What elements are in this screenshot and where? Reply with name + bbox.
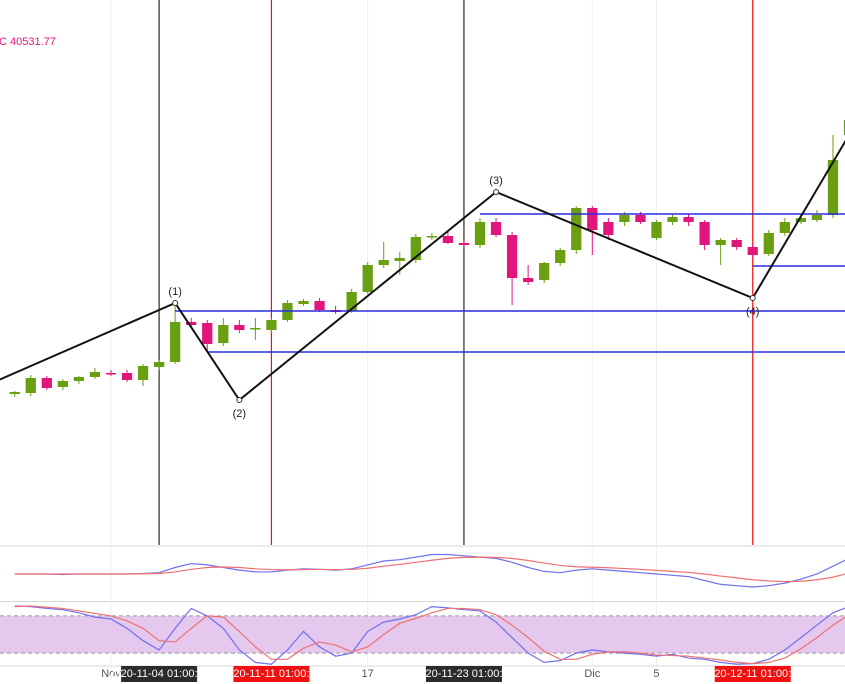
x-tick-label: Nov [101,668,121,680]
candle-body [362,265,373,292]
candle-body [795,218,807,222]
candle-body [747,247,758,255]
candle-body [314,301,325,310]
candle-body [73,377,85,381]
candle-body [667,217,678,222]
wave-point [749,295,756,301]
candle-body [153,362,165,367]
marker-label: 2020-11-04 01:00:00 [108,668,209,680]
candle-body [298,301,309,304]
candle-body [522,278,534,282]
indicator-line [14,605,845,665]
wave-point [172,300,179,306]
x-tick-label: Dic [584,668,600,680]
wave-label: (4) [746,306,759,318]
candle-body [89,372,101,377]
candle-body [121,373,133,380]
candle-body [202,323,213,344]
marker-label-box [425,666,502,682]
candle-body [715,240,726,245]
wave-label: (1) [168,286,181,298]
x-tick-label: 5 [653,668,659,680]
wave-label: (2) [233,408,246,420]
candle-body [378,260,389,265]
candle-body [587,208,598,230]
wave-line [0,139,845,402]
candle-body [763,233,774,254]
candle-body [635,215,646,222]
x-tick-label: 17 [362,668,374,680]
candle-body [811,215,823,220]
marker-label-box [233,666,310,682]
candle-body [490,222,502,235]
candle-body [442,236,454,243]
main-pane [0,0,845,545]
candle-body [555,250,566,263]
marker-label-box [714,666,791,682]
wave-point [493,189,500,195]
marker-label: 2020-12-11 01:00:00 [702,668,803,680]
candle-body [619,215,630,222]
candle-body [683,217,694,222]
candle-body [9,392,20,394]
grid [110,0,657,666]
marker-label: 2020-11-11 01:00:00 [221,668,322,680]
candle-body [474,222,486,245]
indicator-line [14,556,845,583]
candle-body [539,263,550,280]
candle-body [843,120,845,135]
candle-body [394,258,405,261]
indicator-line [14,553,845,588]
marker-label: 2020-11-23 01:00:00 [413,668,514,680]
candle-body [571,208,582,250]
candle-body [651,222,662,238]
wave-label: (3) [489,175,502,187]
candle-body [603,222,614,235]
candle-body [410,237,421,260]
band [0,615,845,654]
candle-body [137,366,149,380]
candle-body [218,325,229,343]
candle-body [346,292,357,311]
candle-body [186,322,197,325]
candle-body [250,328,261,330]
candle-body [458,243,470,245]
candle-body [779,222,790,233]
candle-body [266,320,277,330]
candle-body [699,222,710,245]
candle-body [170,322,181,362]
candle-body [57,381,68,387]
candle-body [25,378,36,393]
marker-label-box [121,666,198,682]
candle-body [426,236,437,238]
wave-point [236,397,243,403]
candle-body [827,160,839,215]
candle-body [105,373,117,375]
indicator-line [14,605,845,665]
candle-body [506,235,518,278]
candle-body [731,240,742,247]
candle-body [41,378,52,388]
last-close-label: C 40531.77 [0,36,56,48]
candle-body [234,325,245,330]
